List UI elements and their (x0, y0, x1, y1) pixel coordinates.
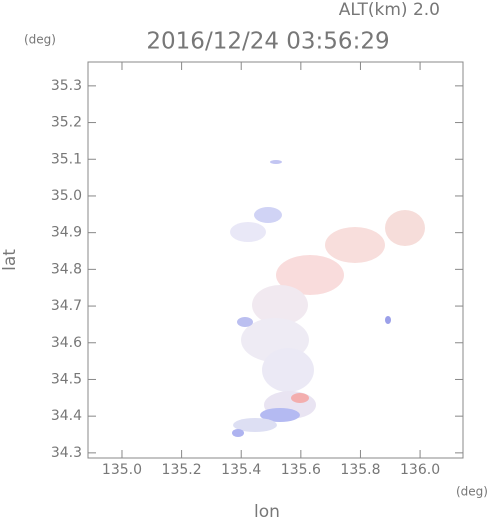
echo (230, 222, 266, 242)
echo (262, 348, 314, 392)
y-tick-label: 34.3 (51, 445, 82, 461)
echoes (230, 160, 425, 437)
echo (252, 285, 308, 325)
x-tick-label: 135.6 (281, 462, 321, 478)
y-unit: (deg) (24, 33, 56, 47)
echo (270, 160, 282, 164)
x-tick-label: 135.4 (221, 462, 261, 478)
plot-frame (87, 61, 464, 459)
y-tick-label: 35.3 (51, 78, 82, 94)
x-tick-label: 135.8 (340, 462, 380, 478)
y-tick-label: 34.5 (51, 371, 82, 387)
echo (233, 418, 277, 432)
echo (385, 210, 425, 246)
y-tick-label: 35.2 (51, 115, 82, 131)
echo (385, 316, 391, 324)
echo (232, 429, 244, 437)
echo (276, 255, 344, 295)
y-tick-label: 34.8 (51, 261, 82, 277)
chart-title: 2016/12/24 03:56:29 (146, 29, 389, 55)
y-tick-label: 34.7 (51, 298, 82, 314)
echo (260, 408, 300, 422)
x-axis-label: lon (254, 502, 280, 521)
y-tick-label: 34.4 (51, 408, 82, 424)
echo (291, 393, 309, 403)
echo (254, 207, 282, 223)
x-unit: (deg) (456, 485, 488, 499)
y-tick-label: 34.6 (51, 335, 82, 351)
y-axis-label: lat (0, 249, 20, 271)
y-tick-label: 35.0 (51, 188, 82, 204)
y-tick-label: 34.9 (51, 225, 82, 241)
y-tick-label: 35.1 (51, 151, 82, 167)
x-tick-label: 135.0 (102, 462, 142, 478)
altitude: ALT(km) 2.0 (339, 0, 440, 20)
echo (237, 317, 253, 327)
x-tick-label: 135.2 (162, 462, 202, 478)
x-tick-label: 136.0 (400, 462, 440, 478)
echo (325, 227, 385, 263)
